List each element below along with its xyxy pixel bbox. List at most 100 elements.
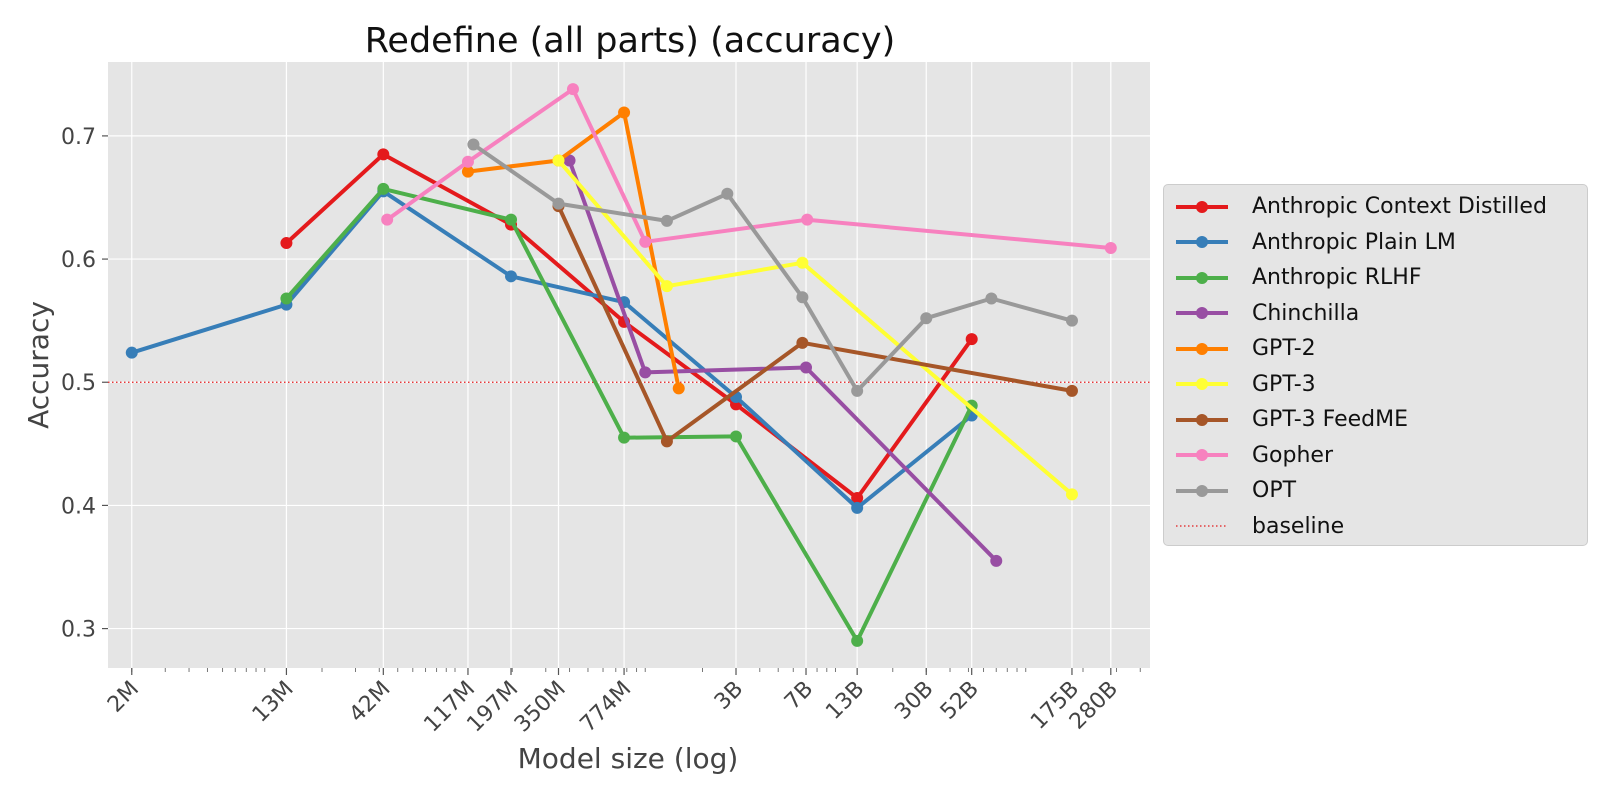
data-point	[381, 213, 394, 226]
x-tick-label: 2M	[103, 677, 144, 718]
data-point	[801, 213, 814, 226]
series-group	[125, 83, 1117, 647]
data-point	[990, 554, 1003, 567]
x-tick-label: 13M	[248, 677, 299, 728]
legend-swatch	[1176, 342, 1228, 355]
legend-marker	[1196, 484, 1208, 497]
legend-item: Gopher	[1164, 438, 1587, 474]
data-point	[851, 501, 864, 514]
data-point	[618, 431, 631, 444]
data-point	[920, 312, 933, 325]
legend-marker	[1196, 342, 1208, 355]
data-point	[796, 336, 809, 349]
data-point	[461, 165, 474, 178]
series-line	[385, 87, 1113, 250]
legend-swatch	[1176, 449, 1228, 462]
data-point	[377, 182, 390, 195]
series-6	[552, 200, 1078, 448]
x-tick-label: 7B	[780, 677, 818, 715]
x-axis-label: Model size (log)	[518, 742, 739, 775]
data-point	[721, 187, 734, 200]
legend-swatch	[1176, 307, 1228, 320]
data-point	[280, 292, 293, 305]
legend-item: baseline	[1164, 509, 1587, 545]
data-point	[377, 148, 390, 161]
legend-item: GPT-3 FeedME	[1164, 402, 1587, 438]
series-line	[556, 158, 1074, 497]
data-point	[800, 361, 813, 374]
y-tick-label: 0.4	[61, 494, 96, 519]
legend-swatch	[1176, 484, 1228, 497]
legend-item: Anthropic Context Distilled	[1164, 189, 1587, 225]
data-point	[461, 155, 474, 168]
data-point	[552, 154, 565, 167]
legend-item: Chinchilla	[1164, 296, 1587, 332]
y-tick-label: 0.3	[61, 618, 96, 643]
legend-label: GPT-2	[1252, 336, 1316, 362]
legend-label: GPT-3 FeedME	[1252, 407, 1409, 433]
data-point	[672, 382, 685, 395]
data-point	[660, 214, 673, 227]
legend-item: GPT-3	[1164, 367, 1587, 403]
series-line	[556, 204, 1074, 444]
series-2	[280, 182, 978, 647]
data-point	[796, 256, 809, 269]
legend-marker	[1196, 307, 1208, 320]
data-point	[505, 270, 518, 283]
series-8	[467, 138, 1078, 397]
series-7	[381, 83, 1117, 254]
legend-swatch	[1176, 200, 1228, 213]
legend-swatch	[1176, 236, 1228, 249]
data-point	[505, 213, 518, 226]
legend-swatch	[1176, 525, 1228, 527]
series-line	[466, 110, 681, 391]
data-point	[851, 634, 864, 647]
legend-marker	[1196, 413, 1208, 426]
data-point	[965, 333, 978, 346]
legend-item: Anthropic RLHF	[1164, 260, 1587, 296]
x-tick-label: 3B	[710, 677, 748, 715]
chart-title: Redefine (all parts) (accuracy)	[365, 21, 896, 61]
legend-marker	[1196, 378, 1208, 391]
y-tick-label: 0.5	[61, 371, 96, 396]
series-3	[563, 154, 1003, 567]
x-tick-label: 13B	[821, 677, 869, 725]
x-tick-label: 30B	[890, 677, 938, 725]
legend-swatch	[1176, 413, 1228, 426]
x-tick-label: 774M	[576, 677, 637, 738]
y-tick-label: 0.7	[61, 125, 96, 150]
data-point	[467, 138, 480, 151]
legend-label: Anthropic Plain LM	[1252, 229, 1456, 255]
legend-swatch	[1176, 271, 1228, 284]
plot-area	[108, 62, 1150, 668]
series-4	[461, 106, 685, 395]
data-point	[639, 235, 652, 248]
legend-marker	[1196, 236, 1208, 249]
data-point	[552, 197, 565, 210]
legend-label: Anthropic Context Distilled	[1252, 194, 1547, 220]
legend-label: Anthropic RLHF	[1252, 265, 1422, 291]
legend-item: OPT	[1164, 473, 1587, 509]
data-point	[1065, 384, 1078, 397]
legend-marker	[1196, 449, 1208, 462]
data-point	[1104, 241, 1117, 254]
x-tick-label: 52B	[936, 677, 984, 725]
legend-label: baseline	[1252, 513, 1345, 539]
series-line	[129, 189, 974, 510]
data-point	[851, 492, 864, 505]
data-point	[639, 366, 652, 379]
series-5	[552, 154, 1078, 501]
data-point	[125, 346, 138, 359]
legend-marker	[1196, 200, 1208, 213]
legend-label: OPT	[1252, 478, 1297, 504]
x-tick-label: 42M	[345, 677, 396, 728]
data-point	[851, 384, 864, 397]
legend-item: GPT-2	[1164, 331, 1587, 367]
legend-item: Anthropic Plain LM	[1164, 225, 1587, 261]
y-axis-label: Accuracy	[22, 301, 55, 429]
series-line	[567, 158, 999, 563]
data-point	[1065, 488, 1078, 501]
data-point	[985, 292, 998, 305]
data-point	[563, 154, 576, 167]
